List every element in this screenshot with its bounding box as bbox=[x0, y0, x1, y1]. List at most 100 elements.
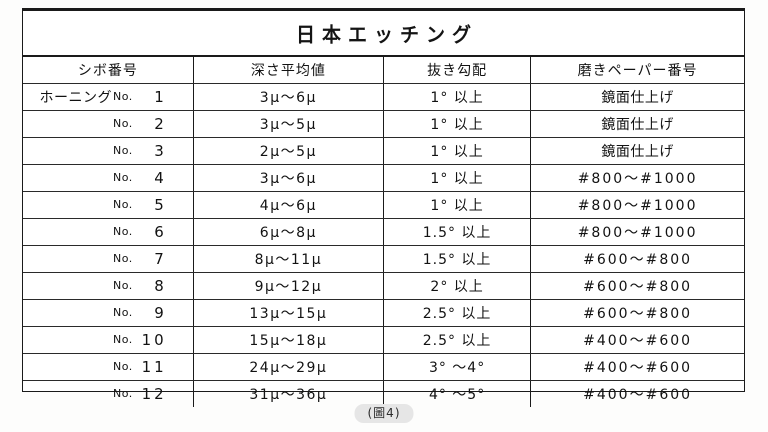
cell-polish-paper: 鏡面仕上げ bbox=[530, 83, 744, 111]
cell-draft-angle: 4° 〜5° bbox=[383, 380, 532, 407]
draft-angle-value: 2° 以上 bbox=[430, 279, 484, 295]
table-row: No. 7 8μ〜11μ 1.5° 以上 #600〜#800 bbox=[23, 245, 744, 273]
depth-average-value: 13μ〜15μ bbox=[249, 306, 328, 322]
table-row: No. 10 15μ〜18μ 2.5° 以上 #400〜#600 bbox=[23, 326, 744, 354]
cell-draft-angle: 2.5° 以上 bbox=[383, 299, 532, 327]
cell-polish-paper: #600〜#800 bbox=[530, 299, 744, 327]
shibo-index: 3 bbox=[154, 142, 167, 160]
cell-depth-average: 6μ〜8μ bbox=[193, 218, 384, 246]
shibo-no-abbrev: No. bbox=[112, 143, 133, 157]
cell-depth-average: 3μ〜5μ bbox=[193, 110, 384, 138]
polish-paper-value: #800〜#1000 bbox=[577, 225, 698, 241]
polish-paper-value: #400〜#600 bbox=[583, 360, 693, 376]
cell-polish-paper: 鏡面仕上げ bbox=[530, 137, 744, 165]
cell-draft-angle: 1.5° 以上 bbox=[383, 245, 532, 273]
cell-depth-average: 15μ〜18μ bbox=[193, 326, 384, 354]
shibo-no-abbrev: No. bbox=[112, 278, 133, 292]
draft-angle-value: 2.5° 以上 bbox=[422, 306, 492, 322]
cell-depth-average: 3μ〜6μ bbox=[193, 83, 384, 111]
shibo-no-abbrev: No. bbox=[112, 251, 133, 265]
shibo-index: 12 bbox=[141, 385, 167, 403]
cell-shibo-number: No. 6 bbox=[23, 218, 194, 246]
depth-average-value: 31μ〜36μ bbox=[249, 387, 328, 403]
cell-draft-angle: 1° 以上 bbox=[383, 164, 532, 192]
shibo-number-value: No. 12 bbox=[23, 381, 192, 407]
polish-paper-value: 鏡面仕上げ bbox=[601, 144, 674, 160]
shibo-no-abbrev: No. bbox=[112, 359, 133, 373]
shibo-no-abbrev: No. bbox=[112, 89, 133, 103]
shibo-no-abbrev: No. bbox=[112, 386, 133, 400]
cell-draft-angle: 2.5° 以上 bbox=[383, 326, 532, 354]
polish-paper-value: #600〜#800 bbox=[583, 252, 693, 268]
shibo-no-abbrev: No. bbox=[112, 305, 133, 319]
shibo-index: 11 bbox=[141, 358, 167, 376]
shibo-number-value: No. 6 bbox=[23, 219, 192, 245]
cell-draft-angle: 3° 〜4° bbox=[383, 353, 532, 381]
shibo-index: 5 bbox=[154, 196, 167, 214]
figure-title-band: 日本エッチング bbox=[23, 11, 744, 57]
column-header-polish-paper: 磨きペーパー番号 bbox=[530, 57, 744, 84]
cell-draft-angle: 2° 以上 bbox=[383, 272, 532, 300]
cell-depth-average: 2μ〜5μ bbox=[193, 137, 384, 165]
shibo-index: 2 bbox=[154, 115, 167, 133]
shibo-number-value: No. 3 bbox=[23, 138, 192, 164]
cell-polish-paper: #800〜#1000 bbox=[530, 164, 744, 192]
shibo-index: 10 bbox=[141, 331, 167, 349]
cell-polish-paper: #400〜#600 bbox=[530, 353, 744, 381]
depth-average-value: 3μ〜6μ bbox=[259, 90, 317, 106]
draft-angle-value: 1° 以上 bbox=[430, 90, 484, 106]
depth-average-value: 2μ〜5μ bbox=[259, 144, 317, 160]
column-header-shibo-number: シボ番号 bbox=[23, 57, 194, 84]
cell-draft-angle: 1° 以上 bbox=[383, 191, 532, 219]
cell-polish-paper: #400〜#600 bbox=[531, 381, 744, 408]
draft-angle-value: 1° 以上 bbox=[430, 117, 484, 133]
depth-average-value: 24μ〜29μ bbox=[249, 360, 328, 376]
draft-angle-value: 1.5° 以上 bbox=[422, 225, 492, 241]
table-row: No. 2 3μ〜5μ 1° 以上 鏡面仕上げ bbox=[23, 110, 744, 138]
shibo-number-value: No. 5 bbox=[23, 192, 192, 218]
figure-caption: (圖4) bbox=[354, 404, 414, 423]
cell-polish-paper: #800〜#1000 bbox=[530, 218, 744, 246]
shibo-index: 6 bbox=[154, 223, 167, 241]
shibo-no-abbrev: No. bbox=[112, 224, 133, 238]
polish-paper-value: #600〜#800 bbox=[583, 279, 693, 295]
table-row: ホーニング No. 1 3μ〜6μ 1° 以上 鏡面仕上げ bbox=[23, 83, 744, 111]
depth-average-value: 6μ〜8μ bbox=[259, 225, 317, 241]
table-row: No. 6 6μ〜8μ 1.5° 以上 #800〜#1000 bbox=[23, 218, 744, 246]
shibo-number-value: No. 10 bbox=[23, 327, 192, 353]
etching-spec-table: シボ番号 深さ平均値 抜き勾配 磨きペーパー番号 ホーニング No. 1 3μ〜6μ 1… bbox=[23, 57, 744, 407]
polish-paper-value: #800〜#1000 bbox=[577, 198, 698, 214]
shibo-index: 1 bbox=[154, 88, 167, 106]
shibo-number-value: No. 8 bbox=[23, 273, 192, 299]
draft-angle-value: 1° 以上 bbox=[430, 198, 484, 214]
shibo-index: 8 bbox=[154, 277, 167, 295]
cell-draft-angle: 1° 以上 bbox=[383, 137, 532, 165]
depth-average-value: 9μ〜12μ bbox=[254, 279, 323, 295]
shibo-no-abbrev: No. bbox=[112, 116, 133, 130]
shibo-no-abbrev: No. bbox=[112, 170, 133, 184]
shibo-index: 4 bbox=[154, 169, 167, 187]
table-row: No. 12 31μ〜36μ 4° 〜5° #400〜#600 bbox=[23, 380, 744, 408]
table-row: No. 9 13μ〜15μ 2.5° 以上 #600〜#800 bbox=[23, 299, 744, 327]
cell-depth-average: 8μ〜11μ bbox=[193, 245, 384, 273]
table-row: No. 4 3μ〜6μ 1° 以上 #800〜#1000 bbox=[23, 164, 744, 192]
cell-depth-average: 31μ〜36μ bbox=[193, 380, 384, 407]
column-header-draft-angle: 抜き勾配 bbox=[383, 57, 532, 84]
cell-depth-average: 3μ〜6μ bbox=[193, 164, 384, 192]
shibo-index: 9 bbox=[154, 304, 167, 322]
cell-shibo-number: No. 4 bbox=[23, 164, 194, 192]
etching-spec-figure: 日本エッチング シボ番号 深さ平均値 抜き勾配 磨きペーパー番号 ホーニング No… bbox=[22, 8, 745, 407]
cell-shibo-number: ホーニング No. 1 bbox=[23, 83, 194, 111]
page-title: 日本エッチング bbox=[295, 23, 478, 46]
cell-shibo-number: No. 7 bbox=[23, 245, 194, 273]
polish-paper-value: #400〜#600 bbox=[583, 333, 693, 349]
table-header: シボ番号 深さ平均値 抜き勾配 磨きペーパー番号 bbox=[23, 57, 744, 84]
cell-polish-paper: #600〜#800 bbox=[530, 245, 744, 273]
shibo-number-value: No. 9 bbox=[23, 300, 192, 326]
cell-shibo-number: No. 10 bbox=[23, 326, 194, 354]
cell-polish-paper: #400〜#600 bbox=[530, 326, 744, 354]
cell-shibo-number: No. 9 bbox=[23, 299, 194, 327]
shibo-number-value: No. 2 bbox=[23, 111, 192, 137]
depth-average-value: 3μ〜6μ bbox=[259, 171, 317, 187]
draft-angle-value: 3° 〜4° bbox=[428, 360, 486, 376]
